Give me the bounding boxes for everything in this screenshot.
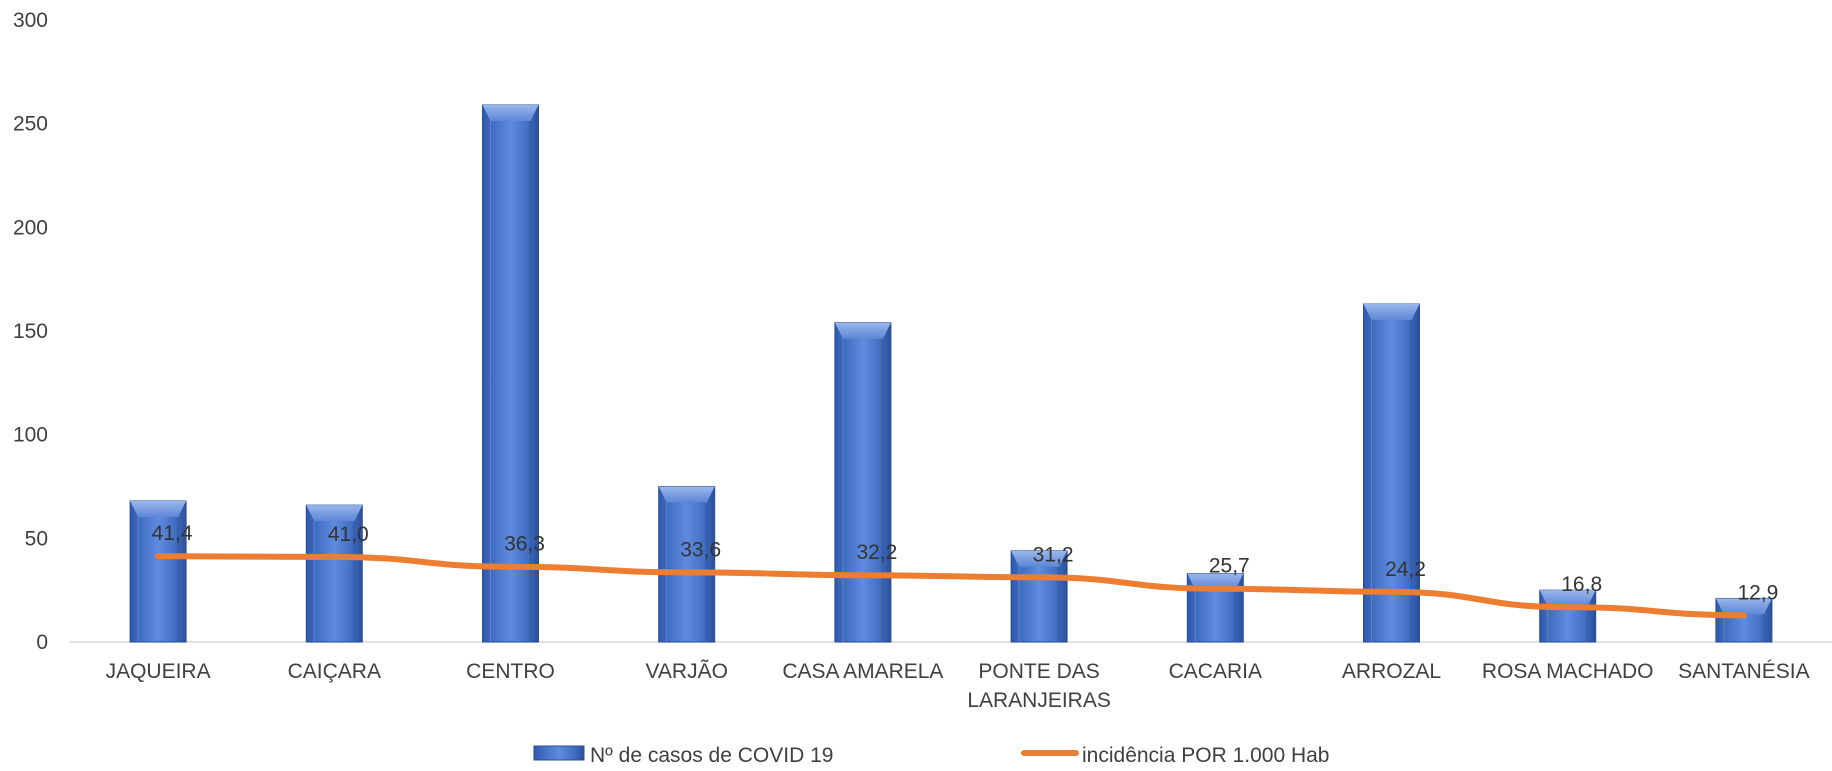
x-tick-label: JAQUEIRA	[106, 660, 211, 683]
data-labels: 41,4 41,0 36,3 33,6 32,2 31,2 25,7 24,2 16,8 12,9	[152, 522, 1779, 604]
y-tick-label: 50	[25, 527, 48, 550]
x-tick-label: CASA AMARELA	[782, 660, 943, 683]
x-tick-label: VARJÃO	[645, 659, 727, 683]
y-tick-label: 200	[13, 216, 48, 239]
legend-label-line: incidência POR 1.000 Hab	[1082, 744, 1329, 767]
line-data-label: 25,7	[1209, 555, 1250, 578]
legend-swatch-bar	[533, 745, 585, 761]
legend: Nº de casos de COVID 19 incidência POR 1.…	[533, 744, 1329, 767]
bar	[129, 500, 187, 643]
line-point	[862, 574, 864, 576]
y-tick-label: 250	[13, 113, 48, 136]
line-data-label: 41,0	[328, 523, 369, 546]
line-point	[686, 571, 688, 573]
y-tick-label: 0	[36, 631, 48, 654]
y-tick-label: 150	[13, 320, 48, 343]
line-point	[333, 556, 335, 558]
line-point	[510, 566, 511, 568]
bar	[305, 504, 363, 643]
x-tick-label: ARROZAL	[1342, 660, 1441, 683]
x-tick-label: CAIÇARA	[288, 660, 381, 683]
x-tick-label: CACARIA	[1169, 660, 1262, 683]
bar	[834, 322, 892, 643]
bar-series	[129, 104, 1773, 643]
y-tick-label: 300	[13, 9, 48, 32]
bar	[1186, 573, 1244, 643]
line-data-label: 33,6	[680, 538, 721, 561]
bar	[658, 486, 716, 643]
line-point	[157, 555, 159, 557]
line-point	[1743, 614, 1745, 616]
line-data-label: 32,2	[856, 541, 897, 564]
line-data-label: 16,8	[1561, 573, 1602, 596]
bar	[1010, 550, 1068, 643]
legend-item-line: incidência POR 1.000 Hab	[1021, 744, 1329, 767]
bar	[1539, 589, 1597, 643]
x-axis: JAQUEIRA CAIÇARA CENTRO VARJÃO CASA AMARELA P…	[70, 641, 1832, 712]
line-data-label: 31,2	[1033, 543, 1074, 566]
line-series	[155, 553, 1747, 619]
y-axis: 0 50 100 150 200 250 300	[13, 9, 48, 654]
incidence-line	[155, 553, 1747, 619]
y-tick-label: 100	[13, 424, 48, 447]
line-data-label: 41,4	[152, 522, 193, 545]
x-tick-label: CENTRO	[466, 660, 555, 683]
line-point	[1391, 591, 1392, 593]
x-tick-label: PONTE DAS LARANJEIRAS	[967, 660, 1111, 712]
bar	[1715, 597, 1773, 643]
bar	[1363, 303, 1420, 643]
line-point	[1038, 576, 1040, 578]
line-point	[1214, 588, 1216, 590]
legend-item-bar: Nº de casos de COVID 19	[533, 744, 833, 767]
line-data-label: 24,2	[1385, 558, 1426, 581]
legend-label-bar: Nº de casos de COVID 19	[590, 744, 833, 767]
x-tick-label: SANTANÉSIA	[1678, 660, 1809, 683]
line-point	[1567, 606, 1569, 608]
x-tick-label: ROSA MACHADO	[1482, 660, 1654, 683]
line-data-label: 36,3	[504, 533, 545, 556]
bar	[482, 104, 539, 643]
line-data-label: 12,9	[1737, 581, 1778, 604]
